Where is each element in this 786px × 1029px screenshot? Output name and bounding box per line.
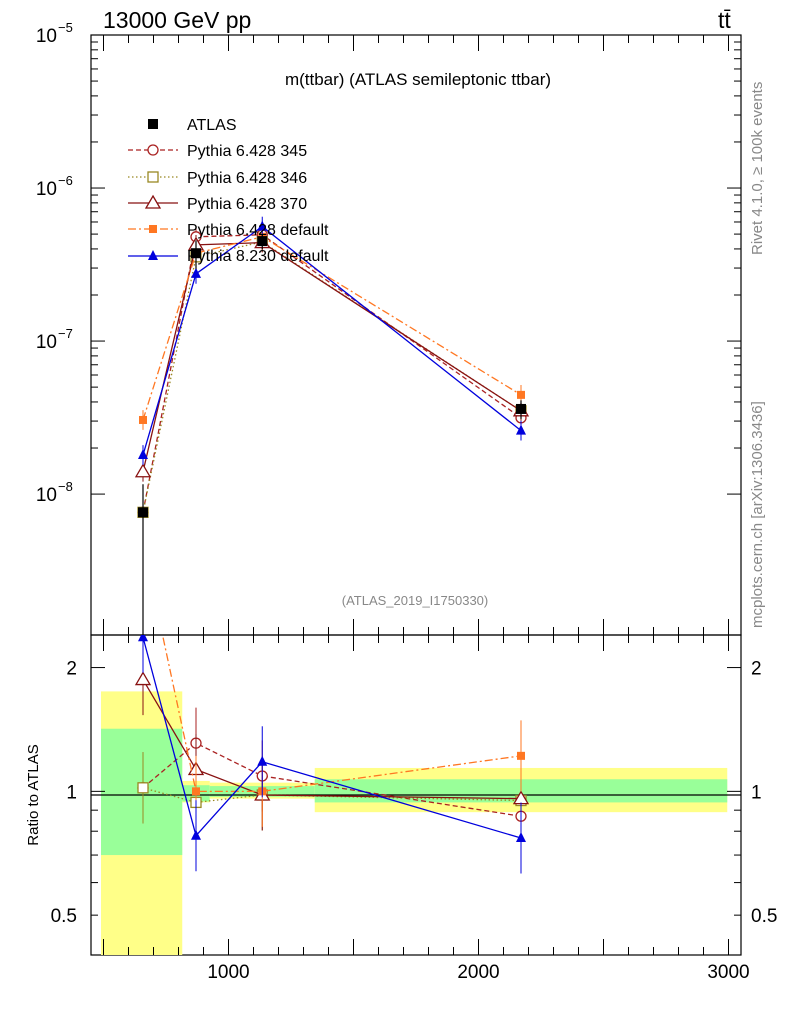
main-point-pythia8_default [257, 220, 268, 231]
main-ytick-exponent: −5 [58, 20, 73, 35]
ratio-line-pythia6_370 [142, 679, 522, 800]
xtick-label: 1000 [207, 962, 249, 983]
main-point-pythia6_370 [134, 463, 152, 478]
ratio-series-group [134, 635, 530, 874]
ratio-axis-label: Ratio to ATLAS [25, 744, 42, 845]
main-line-pythia6_default [142, 236, 522, 421]
ratio-point-pythia6_370 [134, 671, 152, 686]
ratio-ytick-label-left: 0.5 [51, 906, 77, 927]
legend-marker-pythia6-345 [147, 144, 159, 156]
legend-marker-atlas [148, 119, 158, 129]
ratio-point-pythia8_default [138, 635, 148, 642]
main-ytick-exponent: −6 [58, 173, 73, 188]
atlas-point [138, 507, 148, 518]
ratio-point-pythia6_346 [137, 782, 149, 794]
main-ytick-label: 10 [36, 26, 57, 47]
atlas-point [516, 403, 526, 414]
energy-label: 13000 GeV pp [103, 7, 251, 33]
ratio-ytick-label-right: 0.5 [751, 906, 777, 927]
legend-label-pythia8-default: Pythia 8.230 default [187, 248, 329, 265]
xtick-label: 2000 [457, 962, 499, 983]
ratio-point-pythia8_default [191, 829, 201, 840]
ratio-line-pythia6_345 [142, 742, 522, 817]
main-ytick-label: 10 [36, 485, 57, 506]
legend-marker-pythia6-370 [144, 194, 162, 209]
ratio-ytick-label-left: 1 [66, 782, 77, 803]
legend-label-pythia6-default: Pythia 6.428 default [187, 222, 329, 239]
main-ytick-exponent: −8 [58, 479, 73, 494]
main-point-pythia6_default [517, 390, 525, 399]
main-point-pythia8_default [191, 267, 201, 278]
legend-label-pythia6-370: Pythia 6.428 370 [187, 196, 307, 213]
main-ytick-exponent: −7 [58, 326, 73, 341]
main-ytick-label: 10 [36, 179, 57, 200]
analysis-id: (ATLAS_2019_I1750330) [342, 593, 488, 608]
side-site-label: mcplots.cern.ch [arXiv:1306.3436] [749, 401, 766, 628]
plot-title: m(ttbar) (ATLAS semileptonic ttbar) [285, 70, 551, 89]
legend-marker-pythia6-default [149, 225, 157, 233]
main-line-pythia6_370 [142, 241, 522, 472]
ratio-point-pythia6_default [517, 751, 525, 760]
main-line-pythia8_default [142, 225, 522, 456]
ratio-point-pythia8_default [257, 755, 268, 766]
main-point-pythia8_default [516, 424, 526, 435]
side-rivet-label: Rivet 4.1.0, ≥ 100k events [749, 82, 766, 255]
legend: ATLAS Pythia 6.428 345 Pythia 6.428 346 … [128, 117, 329, 265]
ratio-line-pythia6_default [161, 635, 522, 793]
atlas-data-group [138, 234, 526, 635]
xtick-label: 3000 [707, 962, 749, 983]
main-point-pythia6_default [139, 415, 147, 424]
process-label: tt̄ [718, 7, 731, 33]
ratio-line-pythia8_default [142, 637, 522, 839]
atlas-point [257, 236, 268, 247]
legend-marker-pythia6-346 [147, 171, 159, 183]
main-point-pythia8_default [138, 449, 148, 460]
ratio-point-pythia6_default [192, 787, 200, 796]
ratio-ytick-label-right: 2 [751, 659, 762, 680]
legend-label-pythia6-345: Pythia 6.428 345 [187, 143, 307, 160]
atlas-point [191, 248, 201, 259]
legend-label-pythia6-346: Pythia 6.428 346 [187, 170, 307, 187]
legend-label-atlas: ATLAS [187, 117, 237, 134]
ratio-ytick-label-left: 2 [66, 659, 77, 680]
ratio-ytick-label-right: 1 [751, 782, 762, 803]
legend-marker-pythia8-default [148, 250, 158, 260]
ratio-point-pythia8_default [516, 832, 526, 843]
main-ytick-label: 10 [36, 332, 57, 353]
